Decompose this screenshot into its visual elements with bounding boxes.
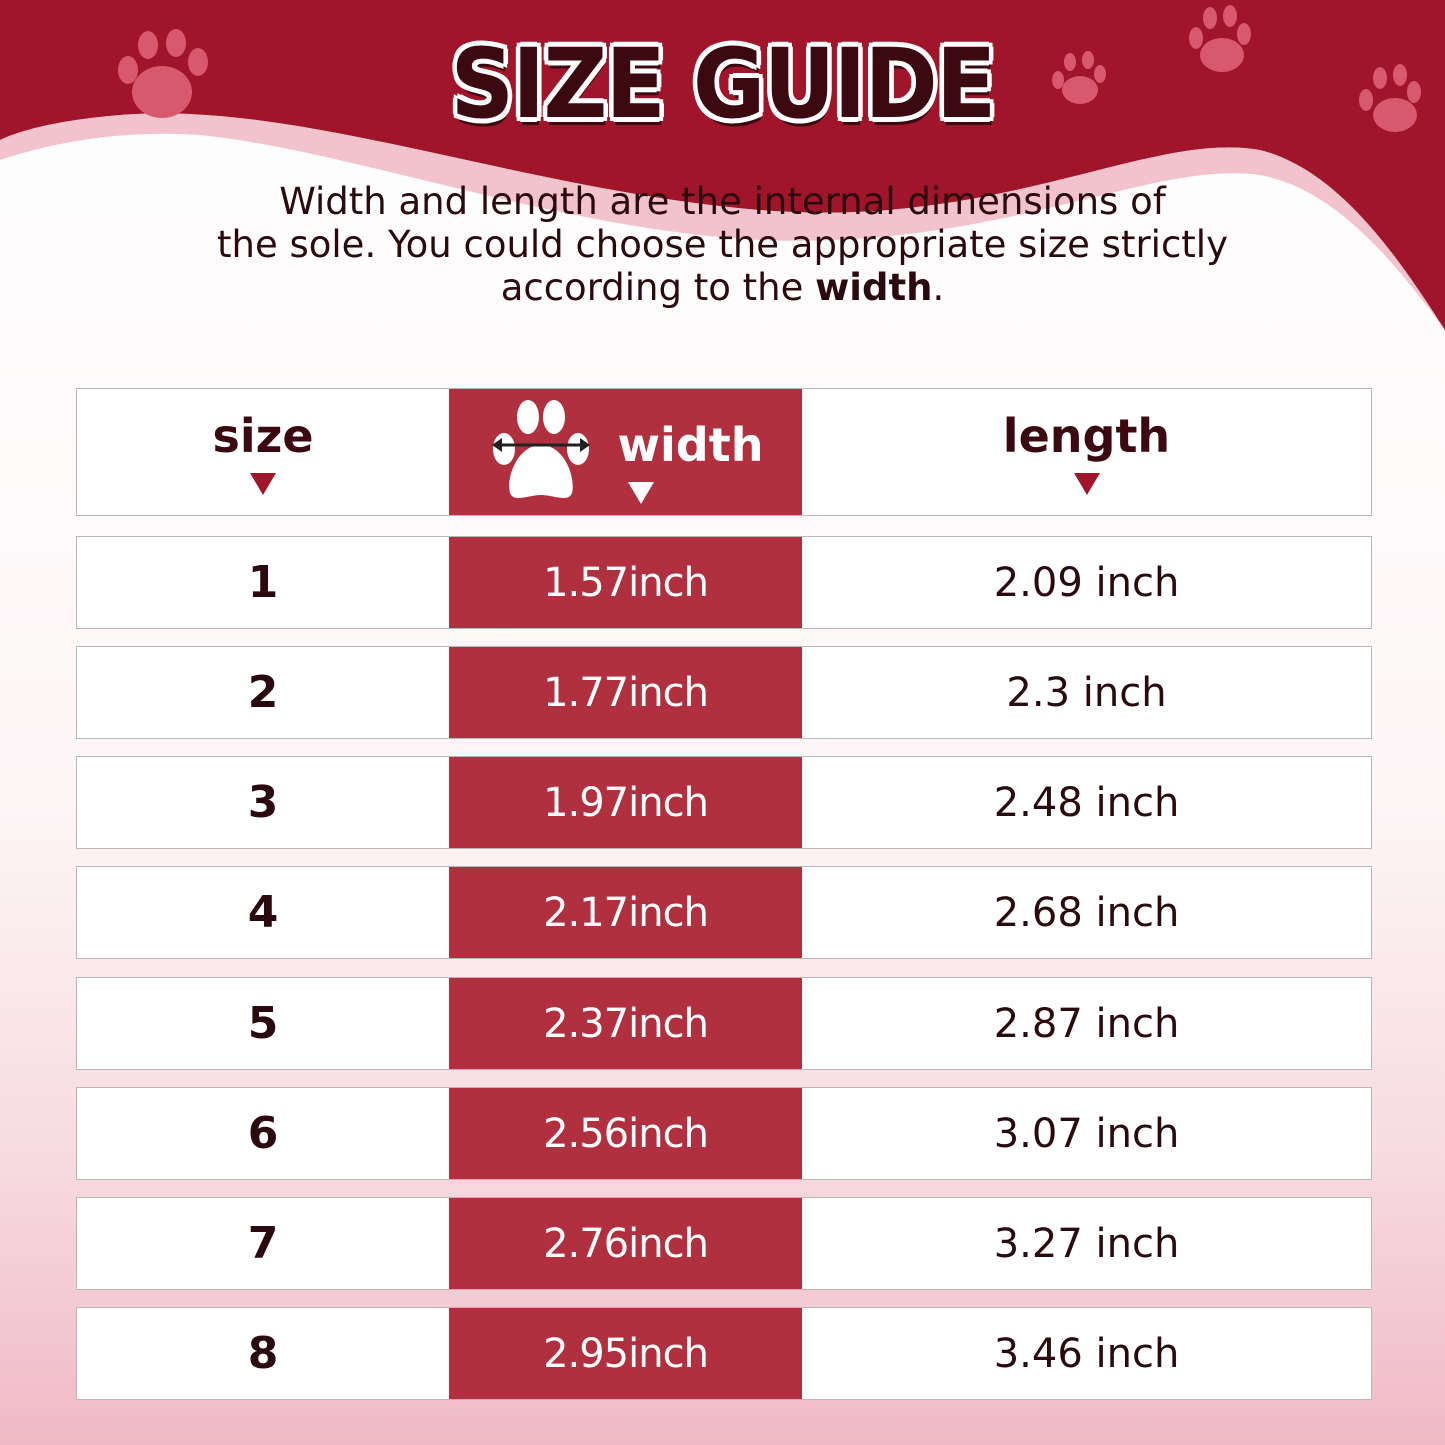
table-row: 8 2.95inch 3.46 inch [76, 1307, 1372, 1400]
header-length: length [802, 389, 1371, 515]
size-cell: 6 [247, 1108, 279, 1159]
size-cell: 4 [247, 887, 279, 938]
width-cell: 2.17inch [449, 867, 802, 958]
length-cell: 3.07 inch [993, 1110, 1180, 1157]
length-cell: 3.27 inch [993, 1220, 1180, 1267]
size-cell: 1 [247, 557, 279, 608]
paw-print-icon [118, 29, 208, 118]
header-width-label: width [617, 418, 764, 472]
size-cell: 5 [247, 998, 279, 1049]
table-row: 1 1.57inch 2.09 inch [76, 536, 1372, 629]
down-triangle-icon [250, 473, 276, 495]
table-row: 5 2.37inch 2.87 inch [76, 977, 1372, 1070]
width-cell: 2.95inch [449, 1308, 802, 1399]
header-background [0, 0, 1445, 330]
intro-line: according to the width. [150, 266, 1295, 309]
down-triangle-icon [1073, 473, 1100, 495]
paw-print-icon [1052, 51, 1106, 104]
width-cell: 2.76inch [449, 1198, 802, 1289]
table-row: 6 2.56inch 3.07 inch [76, 1087, 1372, 1180]
size-cell: 3 [247, 777, 279, 828]
header-size-label: size [212, 409, 314, 463]
length-cell: 2.48 inch [993, 779, 1180, 826]
intro-text-part: . [932, 266, 945, 309]
width-cell: 1.97inch [449, 757, 802, 848]
width-cell: 1.77inch [449, 647, 802, 738]
length-cell: 2.87 inch [993, 1000, 1180, 1047]
intro-line: the sole. You could choose the appropria… [217, 223, 1228, 266]
size-cell: 8 [247, 1328, 279, 1379]
width-cell: 2.56inch [449, 1088, 802, 1179]
table-row: 3 1.97inch 2.48 inch [76, 756, 1372, 849]
width-cell: 2.37inch [449, 978, 802, 1069]
length-cell: 2.68 inch [993, 889, 1180, 936]
intro-text: Width and length are the internal dimens… [150, 180, 1295, 309]
table-row: 2 1.77inch 2.3 inch [76, 646, 1372, 739]
length-cell: 2.3 inch [1006, 669, 1167, 716]
table-row: 4 2.17inch 2.68 inch [76, 866, 1372, 959]
page-title: SIZE GUIDE [450, 28, 997, 140]
intro-text-part: according to the [500, 266, 816, 309]
intro-line: Width and length are the internal dimens… [279, 180, 1166, 223]
size-cell: 7 [247, 1218, 279, 1269]
paw-print-icon [1359, 64, 1421, 132]
down-triangle-icon [627, 482, 654, 504]
header-length-label: length [1002, 409, 1171, 463]
table-row: 7 2.76inch 3.27 inch [76, 1197, 1372, 1290]
length-cell: 3.46 inch [993, 1330, 1180, 1377]
header-width: width [449, 389, 802, 515]
header-size: size [77, 389, 449, 515]
intro-bold-word: width [815, 266, 933, 309]
width-cell: 1.57inch [449, 537, 802, 628]
length-cell: 2.09 inch [993, 559, 1180, 606]
paw-width-icon [491, 400, 590, 499]
table-header: size width length [76, 388, 1372, 516]
size-cell: 2 [247, 667, 279, 718]
paw-print-icon [1189, 5, 1251, 72]
